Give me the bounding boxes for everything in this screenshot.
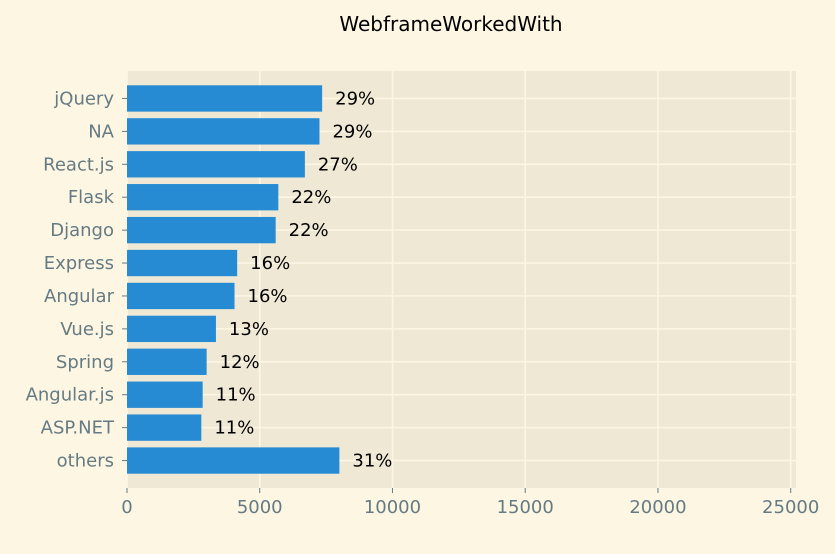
bar	[127, 414, 202, 441]
y-tick-label: Django	[50, 220, 114, 241]
y-tick-label: React.js	[43, 154, 114, 175]
data-label: 29%	[332, 121, 372, 142]
data-label: 31%	[352, 451, 392, 472]
y-tick-label: Spring	[56, 352, 114, 373]
bar	[127, 151, 305, 178]
bar	[127, 249, 238, 277]
y-tick-label: others	[57, 451, 114, 472]
data-label: 29%	[335, 88, 375, 109]
y-tick-label: Angular.js	[26, 385, 114, 406]
bar	[127, 381, 203, 408]
x-tick-label: 5000	[237, 497, 283, 518]
x-tick-label: 10000	[364, 497, 421, 518]
bar	[127, 216, 276, 244]
bar	[127, 184, 279, 211]
y-tick-label: ASP.NET	[41, 418, 115, 439]
data-label: 13%	[229, 319, 269, 340]
x-tick-label: 0	[121, 497, 132, 518]
bar	[127, 118, 320, 145]
y-tick-label: Flask	[68, 187, 115, 208]
data-label: 11%	[216, 385, 256, 406]
data-label: 16%	[250, 253, 290, 274]
y-tick-label: NA	[88, 121, 114, 142]
x-tick-label: 25000	[762, 497, 819, 518]
x-tick-label: 15000	[497, 497, 554, 518]
data-label: 22%	[291, 187, 331, 208]
bar	[127, 282, 235, 310]
data-label: 11%	[214, 418, 254, 439]
x-tick-label: 20000	[629, 497, 686, 518]
data-label: 27%	[318, 154, 358, 175]
y-tick-label: Angular	[44, 286, 115, 307]
bar	[127, 447, 340, 474]
y-tick-label: jQuery	[53, 88, 114, 109]
data-label: 12%	[220, 352, 260, 373]
bar	[127, 315, 216, 343]
data-label: 16%	[248, 286, 288, 307]
chart-title: WebframeWorkedWith	[339, 12, 563, 36]
bar	[127, 85, 323, 112]
y-tick-label: Vue.js	[60, 319, 114, 340]
y-tick-label: Express	[44, 253, 114, 274]
bar	[127, 348, 207, 375]
data-label: 22%	[289, 220, 329, 241]
